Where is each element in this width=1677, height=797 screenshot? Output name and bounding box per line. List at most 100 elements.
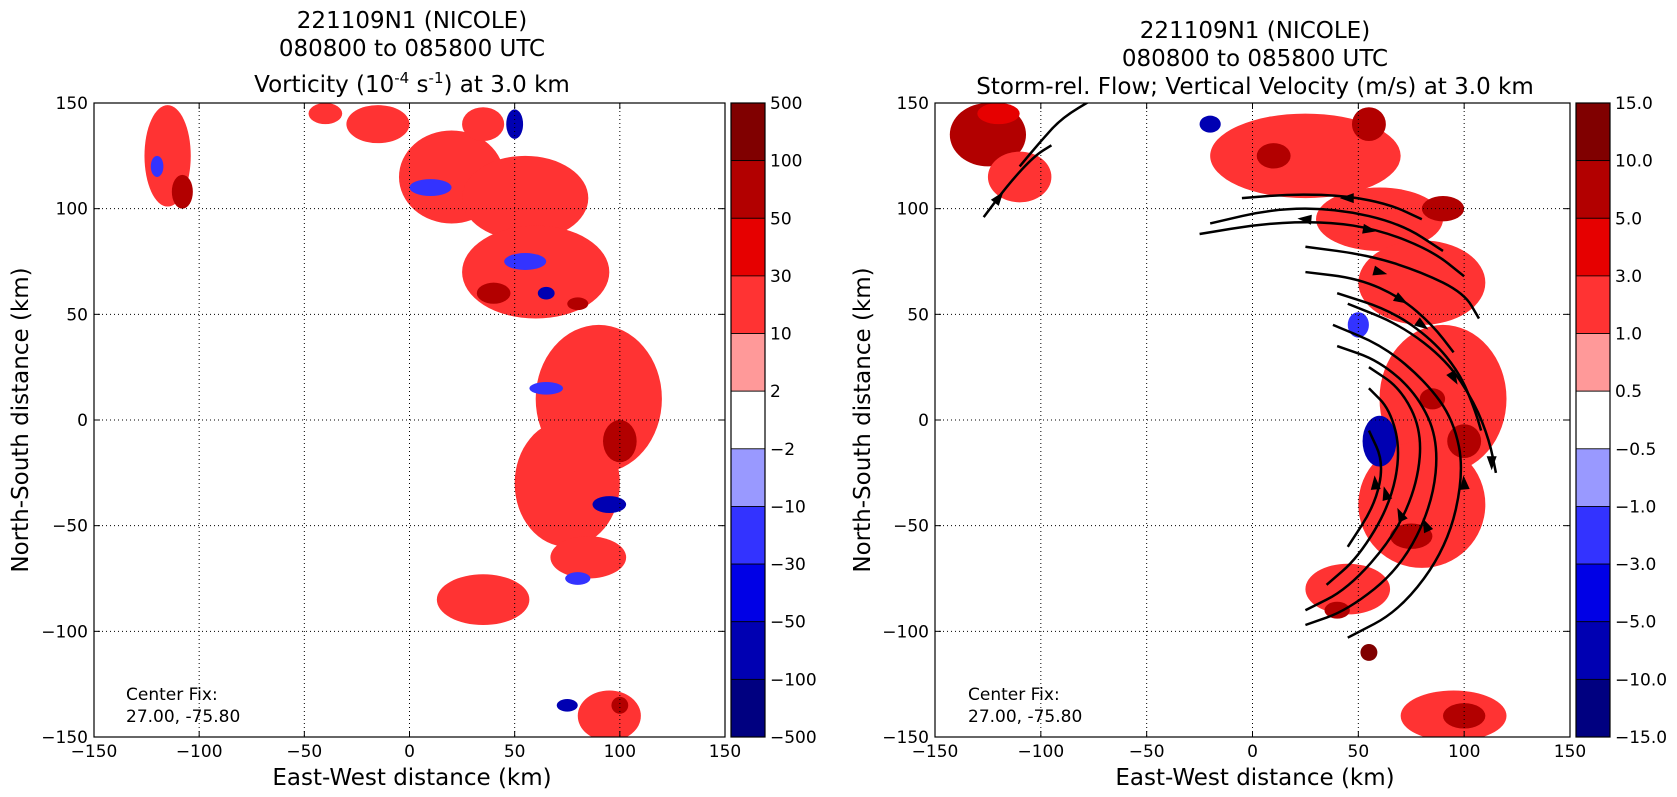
vorticity-contour-patch-20 bbox=[550, 536, 627, 579]
velocity-streamline-8 bbox=[1347, 302, 1498, 474]
velocity-streamline-12 bbox=[1325, 387, 1400, 586]
velocity-colorbar-frame bbox=[1575, 102, 1611, 738]
velocity-ytick-label-5: −100 bbox=[882, 622, 929, 642]
velocity-streamline-arrow-6 bbox=[1414, 317, 1429, 330]
vorticity-colorbar-label-5: 2 bbox=[770, 382, 781, 402]
velocity-colorbar-label-11: −15.0 bbox=[1615, 728, 1667, 748]
velocity-colorbar-segment-4 bbox=[1575, 333, 1611, 392]
velocity-xtick-label-4: 50 bbox=[1348, 742, 1370, 762]
vorticity-contour-patch-4 bbox=[308, 103, 343, 125]
velocity-ytick-label-1: 100 bbox=[897, 200, 929, 220]
velocity-ytick-label-6: −150 bbox=[882, 728, 929, 748]
vorticity-contour-patch-23 bbox=[577, 690, 641, 737]
vorticity-xlabel: East-West distance (km) bbox=[272, 765, 551, 791]
velocity-streamline-arrow-11 bbox=[1397, 507, 1408, 523]
velocity-colorbar-label-1: 10.0 bbox=[1615, 152, 1653, 172]
vorticity-contour-patch-14 bbox=[567, 297, 589, 311]
vorticity-colorbar-label-1: 100 bbox=[770, 152, 802, 172]
vorticity-contour-patch-16 bbox=[514, 420, 620, 547]
velocity-ytick-label-4: −50 bbox=[893, 517, 929, 537]
vorticity-colorbar-segment-5 bbox=[730, 390, 766, 450]
velocity-ylabel: North-South distance (km) bbox=[850, 267, 876, 572]
velocity-title-line1: 221109N1 (NICOLE) bbox=[1140, 18, 1370, 44]
vorticity-colorbar-label-11: −500 bbox=[770, 728, 817, 748]
vorticity-xtick-label-1: −100 bbox=[176, 742, 223, 762]
velocity-streamline-arrow-10 bbox=[1422, 518, 1434, 534]
vorticity-ytick-label-0: 150 bbox=[56, 94, 88, 114]
velocity-streamline-3 bbox=[1209, 207, 1444, 252]
velocity-contour-patch-18 bbox=[1324, 601, 1350, 619]
vorticity-contour-patch-24 bbox=[556, 698, 578, 712]
vorticity-center-fix-label: Center Fix: bbox=[126, 685, 218, 705]
velocity-colorbar-label-6: −0.5 bbox=[1615, 440, 1656, 460]
velocity-colorbar-label-10: −10.0 bbox=[1615, 670, 1667, 690]
velocity-contour-patch-5 bbox=[1199, 115, 1221, 133]
velocity-colorbar-segment-3 bbox=[1575, 275, 1611, 334]
velocity-streamline-11 bbox=[1304, 366, 1422, 612]
vorticity-contour-patch-2 bbox=[150, 155, 164, 177]
velocity-contour-patch-16 bbox=[1390, 523, 1433, 549]
velocity-xlabel: East-West distance (km) bbox=[1115, 765, 1394, 791]
velocity-streamline-4 bbox=[1199, 220, 1465, 278]
vorticity-colorbar-label-6: −2 bbox=[770, 440, 795, 460]
vorticity-colorbar-segment-6 bbox=[730, 448, 766, 507]
velocity-streamline-1 bbox=[1018, 103, 1090, 168]
vorticity-colorbar-segment-9 bbox=[730, 621, 766, 680]
vorticity-title-line3: Vorticity (10-4 s-1) at 3.0 km bbox=[254, 69, 570, 98]
velocity-colorbar-segment-2 bbox=[1575, 217, 1611, 277]
velocity-streamline-arrow-3 bbox=[1297, 214, 1312, 225]
velocity-contour-patch-15 bbox=[1419, 388, 1446, 410]
velocity-streamline-arrow-7 bbox=[1446, 370, 1458, 385]
velocity-xtick-label-6: 150 bbox=[1554, 742, 1586, 762]
velocity-colorbar-label-4: 1.0 bbox=[1615, 325, 1642, 345]
velocity-streamline-10 bbox=[1305, 344, 1438, 627]
vorticity-colorbar-segment-10 bbox=[730, 678, 766, 738]
vorticity-colorbar-segment-8 bbox=[730, 563, 766, 623]
velocity-streamline-arrow-8 bbox=[1486, 456, 1497, 471]
vorticity-xtick-label-4: 50 bbox=[504, 742, 526, 762]
vorticity-colorbar-segment-4 bbox=[730, 333, 766, 392]
velocity-contour-patch-21 bbox=[1360, 644, 1378, 661]
vorticity-contour-patch-21 bbox=[436, 574, 530, 625]
vorticity-field bbox=[144, 103, 662, 737]
velocity-contour-patch-17 bbox=[1305, 563, 1391, 615]
vorticity-contour-patch-3 bbox=[346, 105, 410, 144]
velocity-streamline-13 bbox=[1346, 430, 1383, 548]
vorticity-ytick-label-1: 100 bbox=[56, 200, 88, 220]
velocity-ytick-label-2: 50 bbox=[907, 305, 929, 325]
velocity-contour-patch-8 bbox=[1358, 240, 1486, 325]
vorticity-ylabel: North-South distance (km) bbox=[8, 267, 34, 572]
vorticity-xtick-label-2: −50 bbox=[286, 742, 322, 762]
velocity-xtick-label-3: 0 bbox=[1247, 742, 1258, 762]
velocity-center-fix-label: Center Fix: bbox=[968, 685, 1060, 705]
velocity-colorbar-segment-1 bbox=[1575, 160, 1611, 219]
velocity-contour-patch-1 bbox=[987, 151, 1052, 203]
velocity-contour-patch-3 bbox=[1210, 113, 1401, 199]
vertical-velocity-panel: 221109N1 (NICOLE) 080800 to 085800 UTC S… bbox=[850, 18, 1667, 791]
vorticity-contour-patch-19 bbox=[592, 496, 627, 513]
vorticity-panel: 221109N1 (NICOLE) 080800 to 085800 UTC V… bbox=[8, 8, 817, 791]
velocity-streamline-arrow-12 bbox=[1382, 486, 1393, 502]
vorticity-colorbar-segment-3 bbox=[730, 275, 766, 334]
vorticity-contour-patch-13 bbox=[537, 286, 555, 300]
velocity-title-line2: 080800 to 085800 UTC bbox=[1122, 46, 1388, 72]
velocity-streamline-arrow-9 bbox=[1459, 475, 1470, 490]
velocity-streamline-arrow-1 bbox=[1339, 193, 1354, 204]
velocity-contour-patch-14 bbox=[1447, 424, 1482, 459]
vorticity-colorbar-segment-1 bbox=[730, 160, 766, 219]
velocity-xtick-label-0: −150 bbox=[912, 742, 959, 762]
velocity-contour-patch-13 bbox=[1362, 415, 1397, 467]
velocity-colorbar-label-2: 5.0 bbox=[1615, 209, 1642, 229]
velocity-colorbar-segment-7 bbox=[1575, 506, 1611, 565]
velocity-contour-patch-2 bbox=[977, 103, 1020, 125]
vorticity-contour-patch-6 bbox=[462, 155, 589, 241]
velocity-contour-patch-6 bbox=[1351, 107, 1386, 142]
velocity-contour-patch-4 bbox=[1256, 143, 1291, 169]
velocity-xtick-label-5: 100 bbox=[1448, 742, 1480, 762]
vorticity-contour-patch-7 bbox=[462, 107, 505, 142]
vorticity-xtick-label-5: 100 bbox=[604, 742, 636, 762]
velocity-ytick-label-0: 150 bbox=[897, 94, 929, 114]
vorticity-contour-patch-18 bbox=[529, 381, 564, 395]
velocity-title-line3: Storm-rel. Flow; Vertical Velocity (m/s)… bbox=[976, 74, 1534, 100]
